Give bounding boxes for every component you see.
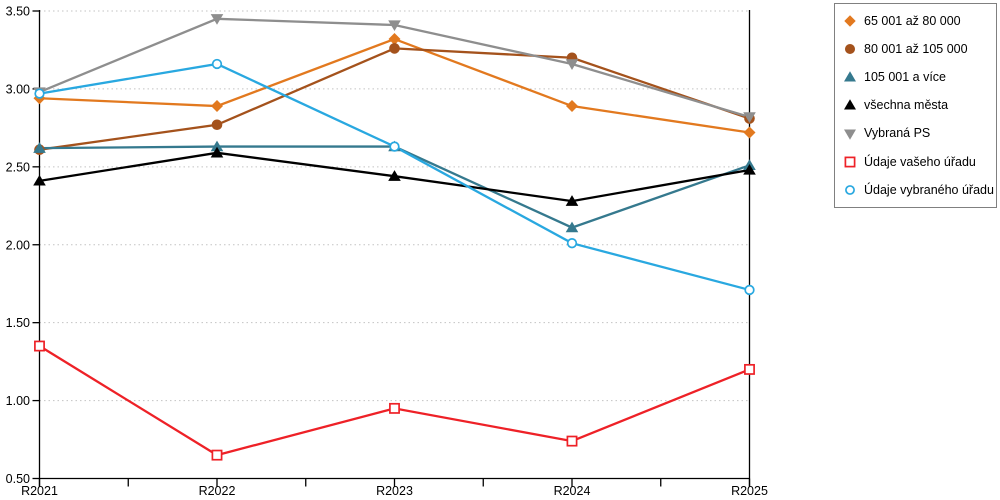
series-markers-105-001-a-vice — [33, 140, 756, 233]
data-point-marker — [566, 100, 578, 113]
y-axis-label: 2.50 — [6, 160, 30, 174]
triangle-down-marker-icon — [844, 129, 856, 140]
series-line-80-001-az-105-000 — [39, 47, 750, 151]
series-markers-vsechna-mesta — [33, 146, 756, 206]
data-point-marker — [210, 146, 224, 158]
data-point-marker — [744, 284, 755, 296]
triangle-up-marker-icon — [844, 71, 856, 82]
legend-item-label: Údaje vybraného úřadu — [864, 182, 994, 197]
legend-item-105-001-a-vice: 105 001 a více — [843, 70, 996, 84]
data-point-marker — [210, 140, 224, 152]
data-point-marker — [388, 33, 401, 46]
data-point-marker — [34, 340, 45, 352]
data-point-marker — [743, 126, 756, 139]
legend: 65 001 až 80 000 80 001 až 105 000 105 001… — [834, 3, 997, 208]
data-point-marker — [844, 71, 856, 82]
circle-marker-icon — [844, 44, 856, 55]
series-markers-udaje-vybraneho-uradu — [34, 58, 755, 296]
data-point-marker — [33, 174, 46, 186]
y-axis-label: 3.50 — [6, 5, 30, 19]
data-point-marker — [388, 170, 401, 181]
triangle-up-marker-icon — [844, 99, 856, 110]
series-markers-udaje-vaseho-uradu — [34, 340, 755, 461]
data-point-marker — [211, 58, 223, 70]
data-point-marker — [211, 100, 223, 113]
data-point-marker — [844, 156, 856, 168]
data-point-marker — [844, 129, 856, 140]
data-point-marker — [565, 195, 579, 206]
data-point-marker — [388, 20, 401, 32]
data-point-marker — [744, 363, 755, 375]
diamond-marker-icon — [844, 15, 856, 27]
series-lines-layer — [38, 17, 750, 457]
data-point-marker — [566, 435, 578, 447]
series-line-105-001-a-vice — [39, 145, 750, 229]
data-point-marker — [34, 88, 45, 99]
series-markers-vybrana-ps — [33, 14, 756, 123]
legend-item-label: všechna města — [864, 98, 949, 113]
legend-item-udaje-vaseho-uradu: Údaje vašeho úřadu — [843, 155, 996, 169]
y-axis-label: 1.50 — [6, 316, 30, 330]
data-point-marker — [844, 99, 856, 110]
legend-item-label: 105 001 a více — [864, 70, 947, 85]
legend-item-label: Vybraná PS — [864, 126, 931, 141]
data-point-marker — [211, 119, 223, 131]
data-point-marker — [844, 44, 856, 55]
series-markers-80-001-az-105-000 — [34, 43, 755, 155]
data-point-marker — [743, 163, 756, 175]
legend-item-udaje-vybraneho-uradu: Údaje vybraného úřadu — [843, 183, 996, 197]
series-markers-layer — [33, 14, 756, 461]
x-axis-label: R2023 — [376, 484, 413, 498]
data-point-marker — [743, 112, 756, 123]
data-point-marker — [389, 43, 400, 54]
legend-item-vybrana-ps: Vybraná PS — [843, 127, 996, 141]
x-axis-label: R2022 — [199, 484, 236, 498]
legend-item-label: 65 001 až 80 000 — [864, 13, 961, 28]
data-point-marker — [845, 184, 855, 195]
x-axis-label: R2021 — [21, 484, 58, 498]
y-axis-label: 3.00 — [6, 82, 30, 96]
legend-item-65-001-az-80-000: 65 001 až 80 000 — [843, 14, 996, 28]
data-point-marker — [565, 59, 579, 70]
y-axis-label: 1.00 — [6, 394, 30, 408]
legend-item-80-001-az-105-000: 80 001 až 105 000 — [843, 42, 996, 56]
data-point-marker — [844, 15, 856, 27]
data-point-marker — [210, 14, 224, 25]
y-axis-label: 2.00 — [6, 238, 30, 252]
data-point-marker — [566, 238, 578, 249]
x-axis-label: R2024 — [554, 484, 591, 498]
data-point-marker — [389, 402, 400, 414]
circle-open-marker-icon — [845, 184, 855, 195]
legend-item-label: Údaje vašeho úřadu — [864, 154, 976, 169]
y-axis-label: 0.50 — [6, 472, 30, 486]
legend-item-label: 80 001 až 105 000 — [864, 41, 968, 56]
data-point-marker — [211, 449, 223, 461]
square-open-marker-icon — [844, 156, 856, 168]
data-point-marker — [33, 142, 46, 153]
legend-item-vsechna-mesta: všechna města — [843, 98, 996, 112]
data-point-marker — [565, 221, 579, 233]
x-axis-label: R2025 — [731, 484, 768, 498]
data-point-marker — [389, 141, 400, 152]
